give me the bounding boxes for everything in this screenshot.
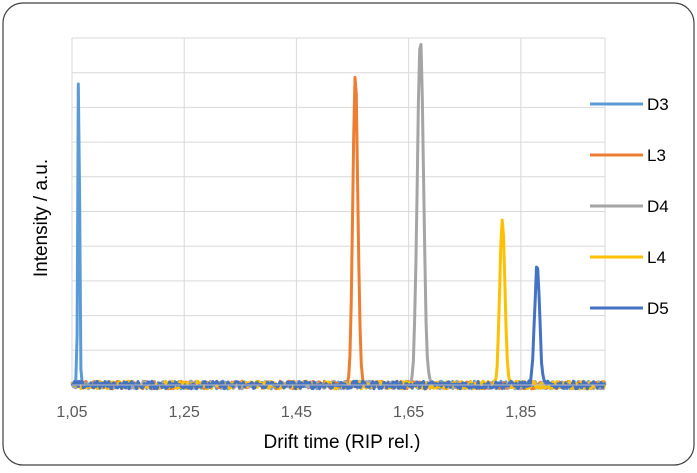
legend-label-d4: D4 bbox=[647, 197, 669, 216]
y-axis-title: Intensity / a.u. bbox=[31, 159, 52, 277]
x-tick-label: 1,65 bbox=[393, 404, 424, 421]
legend-label-d3: D3 bbox=[647, 95, 669, 114]
x-tick-label: 1,25 bbox=[169, 404, 200, 421]
x-axis-title: Drift time (RIP rel.) bbox=[264, 432, 421, 453]
axis-layer: 1,05 1,25 1,45 1,65 1,85 bbox=[56, 384, 605, 421]
grid-layer bbox=[71, 37, 606, 386]
legend-label-l3: L3 bbox=[647, 146, 666, 165]
x-tick-label: 1,85 bbox=[505, 404, 536, 421]
legend: D3 L3 D4 L4 D5 bbox=[590, 95, 669, 318]
x-tick-label: 1,05 bbox=[56, 404, 87, 421]
legend-label-l4: L4 bbox=[647, 248, 666, 267]
x-tick-label: 1,45 bbox=[281, 404, 312, 421]
legend-label-d5: D5 bbox=[647, 299, 669, 318]
